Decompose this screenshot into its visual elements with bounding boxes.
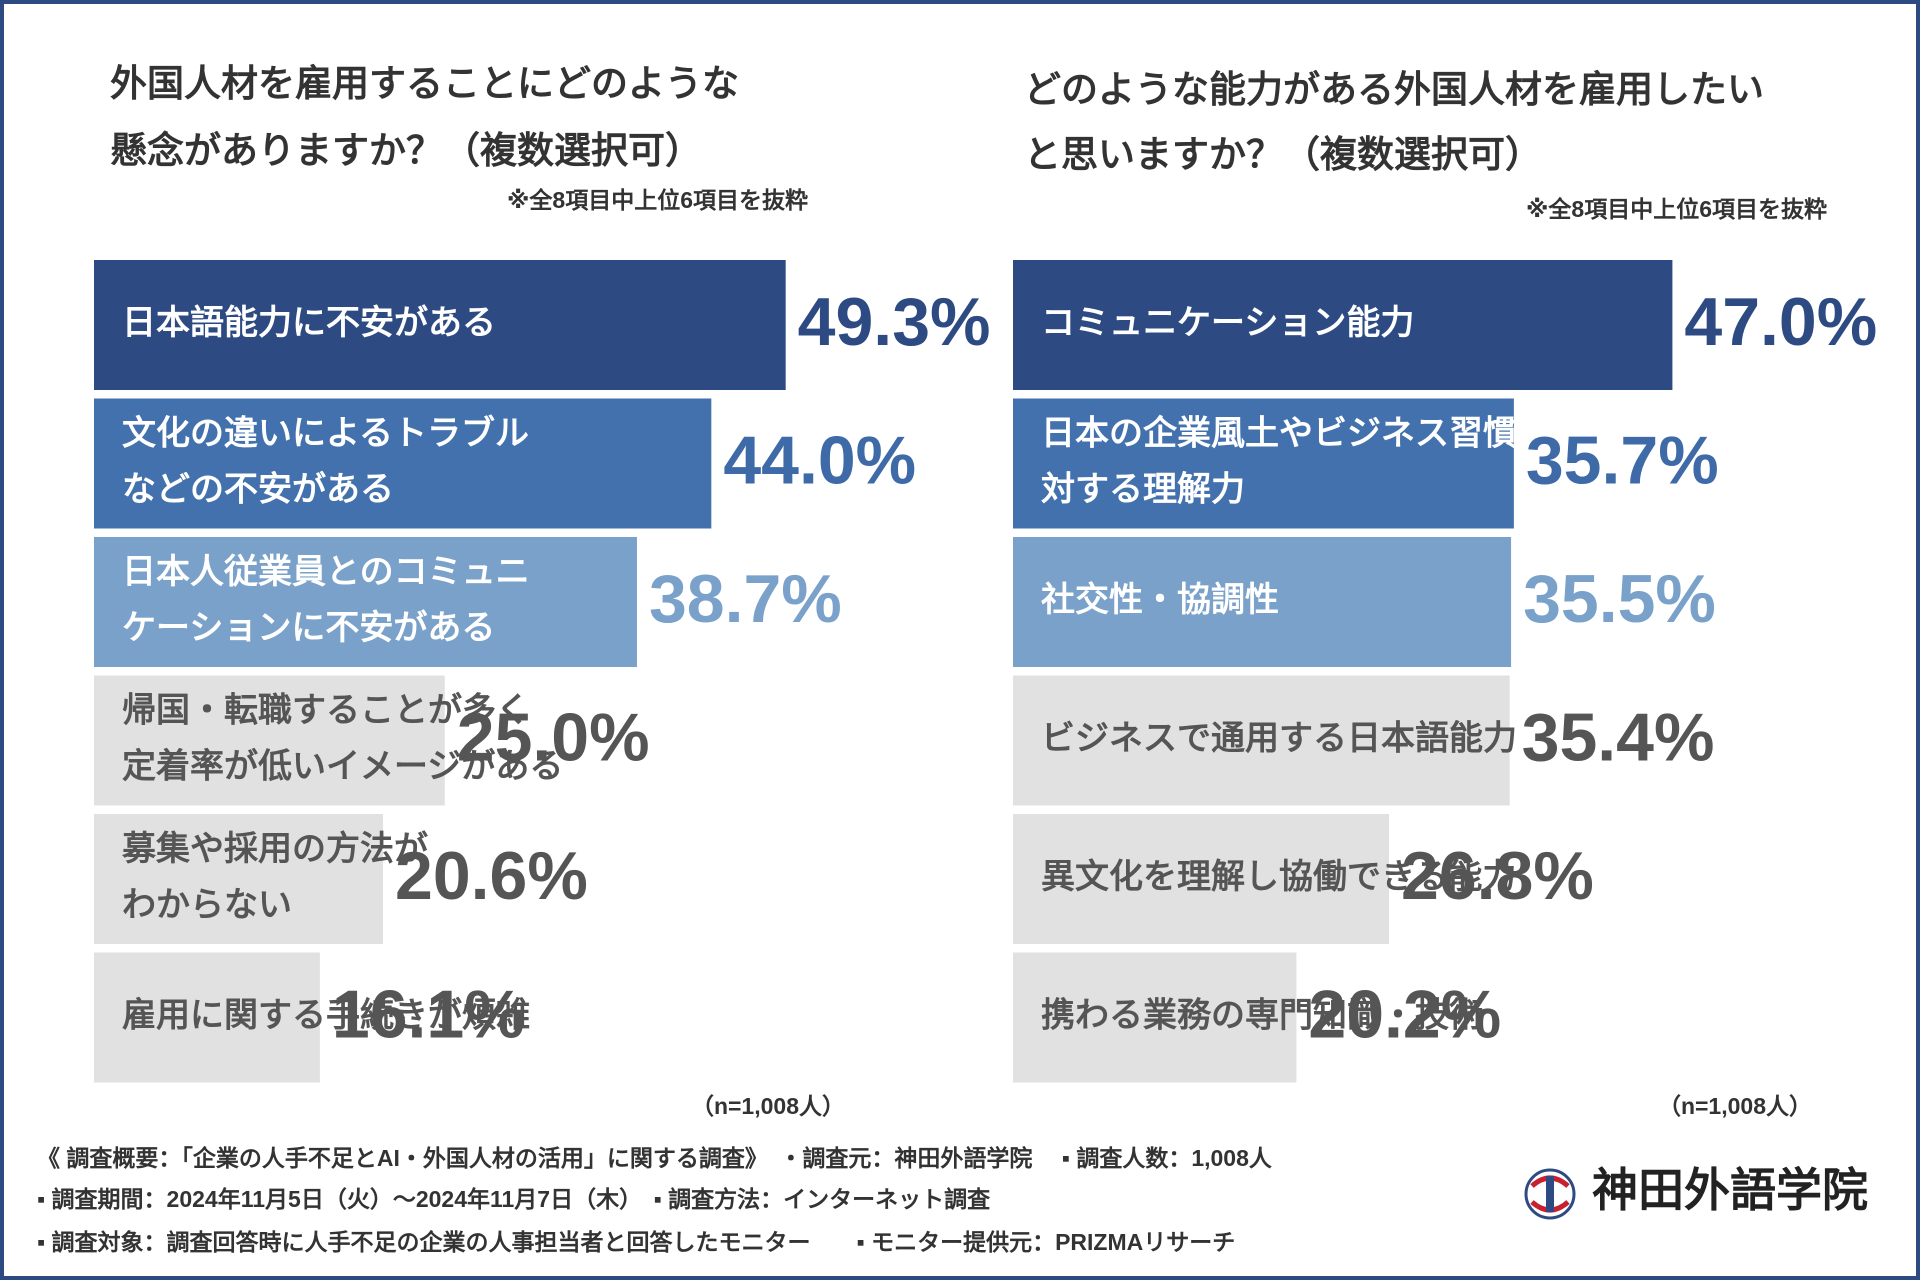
value-label: 47.0% [1684,284,1877,360]
value-label: 44.0% [723,422,916,498]
bar-label: 文化の違いによるトラブル [122,413,529,452]
bar-label: わからない [122,886,292,924]
logo-emblem [1524,1168,1576,1220]
bar [94,260,786,390]
bar-label: 日本人従業員とのコミュニ [122,553,530,591]
value-label: 35.5% [1523,561,1716,637]
chart-title: どのような能力がある外国人材を雇用したい [1024,69,1764,110]
value-label: 25.0% [457,699,650,775]
bar [94,398,712,529]
bar-label: 帰国・転職することが多く [122,691,530,729]
value-label: 35.4% [1522,699,1715,775]
footer-line: 《 調査概要：「企業の人手不足とAI・外国人材の活用」に関する調査》 ・調査元：… [37,1145,1273,1171]
footer-line: ▪ 調査期間：2024年11月5日（火）～2024年11月7日（木） ▪ 調査方… [37,1186,990,1212]
bar-label: 異文化を理解し協働できる能力 [1041,858,1516,896]
sample-size: （n=1,008人） [691,1093,845,1119]
bar-label: 募集や採用の方法が [121,830,428,868]
bar-label: 社交性・協調性 [1041,580,1279,619]
sample-size: （n=1,008人） [1658,1093,1812,1119]
bar-label: 定着率が低いイメージがある [122,747,563,785]
chart-note: ※全8項目中上位6項目を抜粋 [507,187,808,213]
bar-label: 携わる業務の専門知識・技術 [1041,996,1483,1034]
bar [1013,260,1673,390]
bar [1013,814,1390,944]
value-label: 38.7% [649,561,842,637]
bar [94,537,637,667]
bar-label: ケーションに不安がある [122,609,495,647]
bar [1013,952,1297,1083]
value-label: 35.7% [1526,422,1719,498]
bar [94,675,445,806]
bar-label: 日本語能力に不安がある [122,304,496,342]
bar [94,952,320,1083]
bar [1013,537,1512,667]
bar-label: などの不安がある [122,470,394,508]
chart-title: と思いますか？（複数選択可） [1024,134,1542,175]
value-label: 49.3% [798,284,991,360]
value-label: 26.8% [1401,838,1594,914]
bar-label: 対する理解力 [1041,470,1245,508]
value-label: 20.2% [1308,976,1501,1052]
bar-label: 雇用に関する手続きが煩雑 [122,995,530,1034]
bar-label: ビジネスで通用する日本語能力 [1041,719,1517,757]
bar-label: コミュニケーション能力 [1041,304,1414,342]
footer-line: ▪ 調査対象：調査回答時に人手不足の企業の人事担当者と回答したモニター ▪ モニ… [37,1229,1235,1255]
bar [1013,675,1510,806]
bar-label: 日本の企業風土やビジネス習慣に [1041,413,1551,452]
chart-note: ※全8項目中上位6項目を抜粋 [1526,196,1827,222]
chart-title: 外国人材を雇用することにどのような [110,63,739,104]
value-label: 16.1% [332,976,525,1052]
bar [94,814,384,944]
bar [1013,398,1514,529]
logo-text: 神田外語学院 [1592,1164,1868,1216]
value-label: 20.6% [395,838,588,914]
chart-title: 懸念がありますか？（複数選択可） [110,129,702,171]
